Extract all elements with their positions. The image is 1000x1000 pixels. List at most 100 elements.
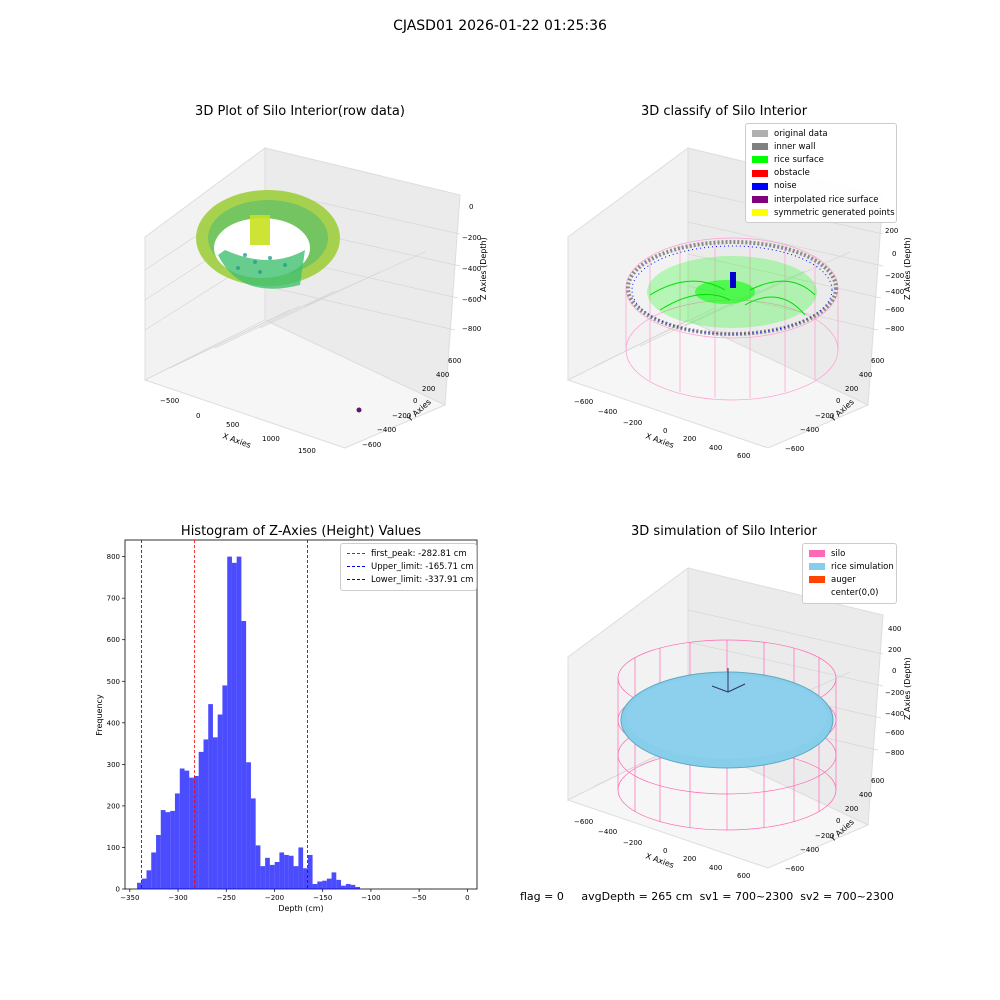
histogram-bar (255, 845, 261, 889)
classify-legend: original data inner wall rice surface ob… (745, 123, 897, 224)
raw-ztick: −200 (462, 234, 481, 242)
histogram-ytick-label: 700 (107, 595, 120, 603)
histogram-bars (137, 556, 361, 889)
raw-outlier-point (356, 407, 362, 413)
histogram-bar (179, 768, 185, 889)
histogram-ytick-label: 300 (107, 761, 120, 769)
legend-entry-obstacle: obstacle (752, 167, 890, 180)
legend-entry-interpolated: interpolated rice surface (752, 193, 890, 206)
histogram-bar (303, 868, 308, 889)
raw-ytick: 600 (448, 357, 461, 365)
classify-ztick: 200 (885, 227, 898, 235)
raw-plot-title: 3D Plot of Silo Interior(row data) (195, 104, 405, 119)
histogram-bar (312, 884, 318, 889)
histogram-bar (170, 810, 175, 889)
histogram-bar (260, 866, 266, 889)
simulation-plot-title: 3D simulation of Silo Interior (631, 524, 817, 539)
simulation-ytick: 600 (871, 777, 884, 785)
classify-ztick: −200 (885, 272, 904, 280)
raw-xtick: 500 (226, 421, 239, 429)
raw-ytick: 400 (436, 371, 449, 379)
status-sv2: sv2 = 700~2300 (800, 890, 894, 903)
simulation-ztick: −400 (885, 710, 904, 718)
classify-xtick: 400 (709, 444, 722, 452)
legend-swatch (809, 563, 825, 571)
histogram-bar (231, 562, 237, 889)
histogram-bar (317, 881, 323, 889)
raw-xtick: 1500 (298, 447, 316, 455)
simulation-xtick: 600 (737, 872, 750, 880)
simulation-legend: silo rice simulation auger center(0,0) (802, 543, 897, 604)
histogram-bar (341, 885, 346, 889)
simulation-xtick: 0 (663, 847, 667, 855)
histogram-bar (265, 857, 270, 889)
legend-line (347, 553, 365, 555)
raw-ytick: −200 (392, 412, 411, 420)
histogram-ytick-label: 500 (107, 678, 120, 686)
classify-xtick: −400 (598, 408, 617, 416)
histogram-xtick-label: −150 (313, 894, 332, 902)
histogram-bar (298, 847, 304, 889)
histogram-bar (156, 834, 161, 889)
histogram-bar (250, 798, 256, 889)
histogram-bar (350, 884, 356, 889)
histogram-bar (241, 621, 247, 889)
status-sv1: sv1 = 700~2300 (699, 890, 794, 903)
histogram-bar (174, 793, 180, 889)
histogram-bar (137, 882, 142, 889)
raw-point-cloud (196, 190, 340, 289)
simulation-ztick: 0 (892, 667, 896, 675)
histogram-bar (355, 886, 361, 889)
histogram-xtick-label: −100 (361, 894, 380, 902)
histogram-reference-lines (141, 540, 308, 889)
histogram-ytick-label: 100 (107, 844, 120, 852)
histogram-bar (160, 810, 166, 889)
simulation-xlabel: X Axies (644, 851, 675, 870)
classify-ytick: 200 (845, 385, 858, 393)
histogram-bar (141, 878, 147, 889)
histogram-xtick-label: −200 (265, 894, 284, 902)
legend-line (347, 579, 365, 581)
classify-plot-title: 3D classify of Silo Interior (640, 104, 808, 119)
histogram-bar (203, 739, 209, 889)
histogram-ytick-label: 200 (107, 802, 120, 810)
histogram-ytick-label: 400 (107, 719, 120, 727)
histogram-bar (288, 855, 294, 889)
raw-ytick: 200 (422, 385, 435, 393)
raw-ztick: 0 (469, 203, 473, 211)
legend-entry-inner-wall: inner wall (752, 140, 890, 153)
classify-ytick: −200 (815, 412, 834, 420)
legend-entry-lower-limit: Lower_limit: -337.91 cm (347, 573, 473, 586)
simulation-ytick: 200 (845, 805, 858, 813)
legend-swatch (752, 143, 768, 151)
legend-line (347, 566, 365, 568)
raw-ytick: 0 (413, 397, 417, 405)
legend-entry-symmetric: symmetric generated points (752, 206, 895, 219)
legend-entry-first-peak: first_peak: -282.81 cm (347, 547, 470, 560)
raw-ztick: −400 (462, 265, 481, 273)
histogram-bar (189, 777, 194, 889)
raw-ytick: −600 (362, 441, 381, 449)
raw-ytick: −400 (377, 426, 396, 434)
simulation-ytick: −400 (800, 846, 819, 854)
histogram-xtick-label: −50 (412, 894, 427, 902)
histogram-bar (279, 852, 285, 889)
simulation-xtick: 200 (683, 855, 696, 863)
classify-ztick: −400 (885, 288, 904, 296)
histogram-bar (217, 714, 223, 889)
raw-axis-ticks: −500 0 500 1000 1500 600 400 200 0 −200 … (160, 203, 481, 455)
histogram-bar (151, 852, 157, 889)
legend-entry-noise: noise (752, 180, 890, 193)
legend-swatch (752, 196, 768, 204)
classify-ytick: −400 (800, 426, 819, 434)
histogram-xtick-label: −250 (217, 894, 236, 902)
legend-entry-rice-simulation: rice simulation (809, 560, 894, 573)
simulation-axis-ticks: −600 −400 −200 0 200 400 600 600 400 200… (574, 625, 904, 880)
figure-title: CJASD01 2026-01-22 01:25:36 (393, 18, 607, 34)
legend-swatch (809, 550, 825, 558)
simulation-ztick: −200 (885, 689, 904, 697)
classify-ztick: 0 (892, 250, 896, 258)
raw-xlabel: X Axies (221, 431, 252, 450)
raw-ztick: −800 (462, 325, 481, 333)
simulation-3d-plot: −600 −400 −200 0 200 400 600 600 400 200… (566, 567, 912, 880)
